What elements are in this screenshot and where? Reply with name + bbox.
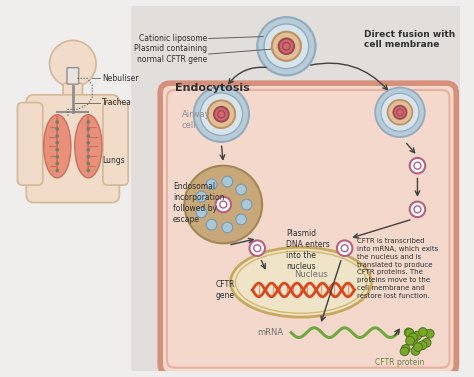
Circle shape <box>206 179 217 190</box>
Circle shape <box>184 166 262 243</box>
Circle shape <box>264 24 309 69</box>
Circle shape <box>375 87 425 137</box>
Ellipse shape <box>75 115 102 178</box>
Text: Cationic liposome: Cationic liposome <box>138 34 207 43</box>
Circle shape <box>222 222 233 233</box>
Circle shape <box>419 328 427 336</box>
FancyBboxPatch shape <box>131 0 474 377</box>
Circle shape <box>194 87 249 142</box>
Circle shape <box>196 191 207 202</box>
Circle shape <box>56 135 59 137</box>
Circle shape <box>56 141 59 144</box>
Text: Plasmid containing
normal CFTR gene: Plasmid containing normal CFTR gene <box>134 44 207 64</box>
Circle shape <box>406 336 414 345</box>
Circle shape <box>249 241 265 256</box>
Text: CFTR protein: CFTR protein <box>375 358 425 367</box>
Circle shape <box>236 184 246 195</box>
FancyBboxPatch shape <box>160 83 456 374</box>
Circle shape <box>425 329 434 338</box>
Circle shape <box>56 169 59 172</box>
Circle shape <box>56 155 59 158</box>
Circle shape <box>405 329 414 337</box>
Text: Trachea: Trachea <box>102 98 132 107</box>
Text: Airway
cell: Airway cell <box>182 110 210 130</box>
Circle shape <box>409 337 418 345</box>
Circle shape <box>388 100 412 125</box>
Circle shape <box>87 162 90 165</box>
Circle shape <box>241 199 252 210</box>
Circle shape <box>87 169 90 172</box>
Circle shape <box>56 148 59 151</box>
Circle shape <box>410 158 425 173</box>
Circle shape <box>257 17 316 75</box>
Circle shape <box>56 121 59 123</box>
Circle shape <box>87 148 90 151</box>
Circle shape <box>393 106 407 119</box>
Text: Nucleus: Nucleus <box>294 270 328 279</box>
Text: Plasmid
DNA enters
into the
nucleus: Plasmid DNA enters into the nucleus <box>286 229 330 271</box>
FancyBboxPatch shape <box>63 83 82 104</box>
Circle shape <box>87 155 90 158</box>
Circle shape <box>381 93 419 131</box>
Circle shape <box>56 127 59 130</box>
Circle shape <box>410 202 425 217</box>
FancyBboxPatch shape <box>67 67 79 84</box>
Circle shape <box>411 346 420 355</box>
Circle shape <box>400 347 409 356</box>
Text: mRNA: mRNA <box>257 328 283 337</box>
Circle shape <box>414 343 422 351</box>
Circle shape <box>422 339 431 347</box>
Circle shape <box>413 331 422 340</box>
Text: Lungs: Lungs <box>102 156 125 166</box>
Circle shape <box>49 40 96 87</box>
Circle shape <box>87 141 90 144</box>
Ellipse shape <box>44 115 71 178</box>
Circle shape <box>216 197 231 212</box>
Circle shape <box>337 241 352 256</box>
Circle shape <box>272 32 301 61</box>
Circle shape <box>87 135 90 137</box>
Text: Direct fusion with
cell membrane: Direct fusion with cell membrane <box>364 30 456 49</box>
Circle shape <box>56 162 59 165</box>
Circle shape <box>236 214 246 225</box>
Circle shape <box>222 176 233 187</box>
Text: Endosomal
incorporation
followed by
escape: Endosomal incorporation followed by esca… <box>173 182 224 224</box>
Circle shape <box>87 121 90 123</box>
Text: CFTR
gene: CFTR gene <box>216 280 235 300</box>
FancyBboxPatch shape <box>26 95 119 202</box>
Circle shape <box>279 38 294 54</box>
Circle shape <box>87 127 90 130</box>
Circle shape <box>208 100 235 128</box>
Circle shape <box>200 93 243 135</box>
Circle shape <box>206 219 217 230</box>
FancyBboxPatch shape <box>103 103 128 185</box>
Text: Endocytosis: Endocytosis <box>175 83 249 93</box>
Circle shape <box>404 328 413 337</box>
Circle shape <box>409 333 417 342</box>
Text: CFTR is transcribed
into mRNA, which exits
the nucleus and is
translated to prod: CFTR is transcribed into mRNA, which exi… <box>357 239 438 299</box>
FancyBboxPatch shape <box>18 103 43 185</box>
Circle shape <box>401 345 410 353</box>
Circle shape <box>214 107 229 122</box>
Ellipse shape <box>230 247 371 317</box>
Circle shape <box>418 341 427 349</box>
Text: Nebuliser: Nebuliser <box>102 74 138 83</box>
Circle shape <box>196 207 207 218</box>
